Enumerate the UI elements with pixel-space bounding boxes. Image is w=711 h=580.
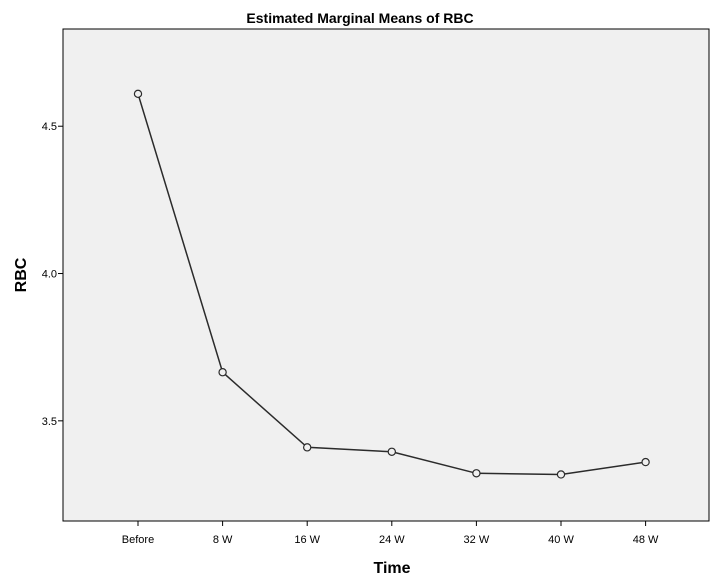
data-point <box>387 447 396 456</box>
x-tick-label: Before <box>122 534 154 546</box>
data-point <box>218 368 227 377</box>
data-point <box>472 469 481 478</box>
series-line <box>133 89 650 479</box>
x-tick-label: 32 W <box>464 534 490 546</box>
data-point <box>303 443 312 452</box>
data-point <box>641 457 650 467</box>
y-tick-label: 4.0 <box>42 269 57 281</box>
data-point <box>133 89 143 99</box>
plot-area <box>62 28 710 522</box>
chart-title: Estimated Marginal Means of RBC <box>246 10 473 26</box>
y-axis: 3.5 4.0 4.5 <box>42 121 63 428</box>
y-tick-label: 3.5 <box>42 416 57 428</box>
x-tick-label: 16 W <box>294 534 320 546</box>
data-point <box>556 470 566 479</box>
x-tick-label: 24 W <box>379 534 405 546</box>
x-axis: Before 8 W 16 W 24 W 32 W 40 W 48 W <box>122 521 659 546</box>
x-tick-label: 8 W <box>213 534 233 546</box>
x-tick-label: 48 W <box>633 534 659 546</box>
x-tick-label: 40 W <box>548 534 574 546</box>
x-axis-title: Time <box>373 560 410 577</box>
y-axis-title: RBC <box>13 257 30 292</box>
y-tick-label: 4.5 <box>42 121 57 133</box>
